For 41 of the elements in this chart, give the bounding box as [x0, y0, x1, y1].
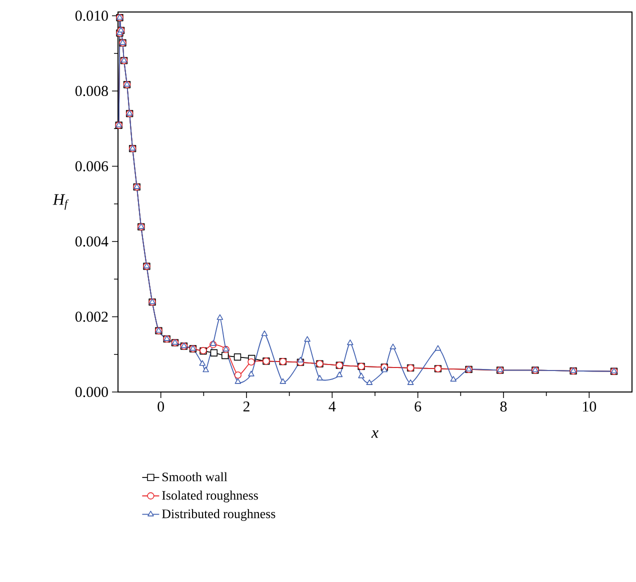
x-tick-label: 0: [158, 402, 164, 412]
point: [336, 371, 343, 378]
point: [234, 371, 242, 379]
x-tick-label: 8: [500, 402, 507, 412]
point: [210, 340, 216, 346]
y-tick-label: 0.008: [75, 86, 108, 96]
point: [316, 374, 323, 380]
point: [210, 349, 218, 356]
point: [366, 379, 373, 385]
point: [202, 366, 209, 372]
point: [390, 344, 396, 350]
legend-label: Distributed roughness: [162, 509, 276, 521]
point: [304, 336, 310, 342]
point: [381, 366, 388, 372]
point: [248, 370, 254, 376]
x-tick-label: 10: [583, 402, 596, 412]
y-tick-label: 0.004: [75, 236, 108, 247]
point: [248, 358, 255, 366]
point: [450, 376, 457, 382]
point: [297, 356, 304, 362]
x-tick-label: 2: [243, 402, 250, 412]
y-tick-label: 0.006: [75, 161, 108, 172]
x-tick-label: 6: [414, 402, 422, 412]
y-axis-title: H$_{f}$: [52, 194, 69, 210]
point: [216, 314, 224, 320]
y-tick-label: 0.000: [75, 386, 108, 398]
point: [407, 379, 414, 385]
legend-label: Smooth wall: [162, 472, 228, 482]
point: [261, 330, 268, 336]
point: [358, 372, 364, 378]
point: [347, 340, 354, 346]
x-axis-title: x: [371, 430, 378, 438]
y-tick-label: 0.010: [75, 10, 108, 21]
point: [234, 353, 242, 361]
point: [234, 378, 242, 384]
point: [199, 360, 206, 366]
point: [434, 345, 442, 351]
x-tick-label: 4: [328, 402, 336, 412]
point: [280, 378, 286, 384]
y-tick-label: 0.002: [75, 312, 108, 322]
legend-label: Isolated roughness: [162, 490, 258, 502]
